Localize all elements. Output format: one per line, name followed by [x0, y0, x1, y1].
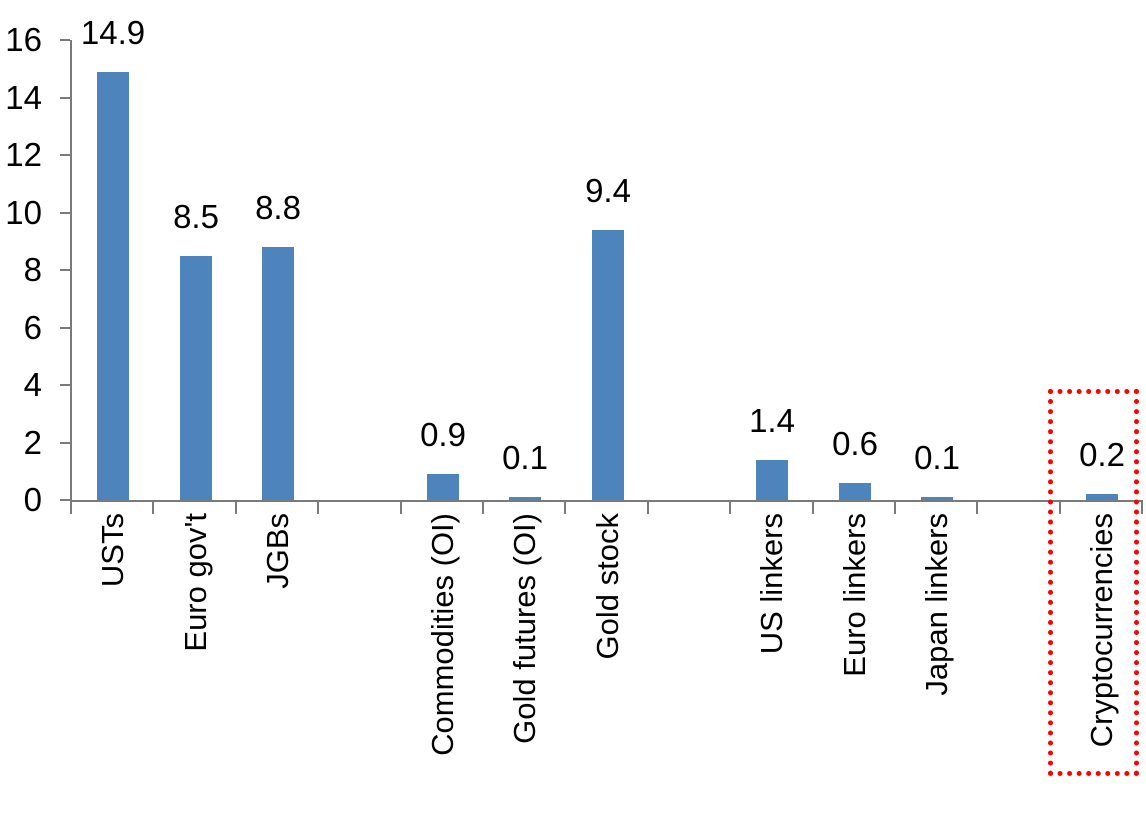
- y-axis-tick-label: 0: [23, 481, 42, 518]
- x-axis-tick: [70, 500, 72, 514]
- bar: [839, 483, 871, 500]
- bar-chart: 0 2 4 6 8 10 12 14 16 14.9 8.5 8.8 0.9 0.1 9.4 1.4 0.6 0…: [5, 14, 1144, 776]
- y-axis-tick-label: 2: [23, 423, 42, 461]
- y-axis-tick-label: 6: [23, 308, 42, 346]
- category-label: Gold futures (OI): [507, 513, 542, 744]
- bar-value-label: 0.9: [420, 416, 466, 453]
- x-axis-tick: [1058, 500, 1061, 514]
- category-label: Commodities (OI): [425, 513, 460, 756]
- x-axis-tick: [317, 500, 320, 514]
- bar: [97, 72, 129, 500]
- category-label: US linkers: [754, 513, 789, 655]
- y-axis-tick: [60, 384, 70, 386]
- bar-value-label: 0.1: [914, 439, 960, 476]
- x-axis-tick: [811, 500, 814, 514]
- y-axis-tick: [60, 96, 70, 99]
- y-axis-tick: [60, 154, 70, 156]
- bar: [427, 474, 459, 500]
- bar-value-label: 9.4: [585, 172, 631, 209]
- category-label: Euro gov't: [178, 513, 213, 652]
- bar: [180, 256, 212, 500]
- x-axis-line: [70, 500, 1144, 502]
- y-axis-tick-label: 16: [5, 21, 42, 58]
- x-axis-tick: [894, 500, 896, 514]
- y-axis-tick-label: 12: [5, 136, 42, 173]
- y-axis-tick-label: 10: [5, 193, 42, 231]
- y-axis-tick: [60, 39, 70, 41]
- bar: [592, 230, 624, 500]
- bar-value-label: 8.8: [255, 189, 301, 226]
- bar-value-label: 0.6: [832, 425, 878, 462]
- bar: [509, 497, 541, 500]
- bar-value-label: 8.5: [173, 198, 219, 235]
- bar: [262, 247, 294, 500]
- category-label: USTs: [95, 513, 130, 588]
- x-axis-tick: [729, 500, 732, 514]
- x-axis-tick: [976, 500, 979, 514]
- x-axis-tick: [1141, 500, 1144, 514]
- bar-value-label: 0.2: [1079, 436, 1125, 473]
- y-axis-tick-label: 4: [23, 366, 42, 403]
- bar-value-label: 1.4: [749, 402, 795, 439]
- y-axis-line: [70, 40, 72, 514]
- x-axis-tick: [152, 500, 155, 514]
- y-axis-tick-label: 8: [23, 251, 42, 288]
- bar: [756, 460, 788, 500]
- category-label: Gold stock: [590, 513, 625, 660]
- bar-value-label: 14.9: [80, 14, 146, 51]
- x-axis-tick: [234, 500, 237, 514]
- x-axis-tick: [482, 500, 484, 514]
- y-axis-tick: [60, 269, 70, 271]
- x-axis-tick: [564, 500, 567, 514]
- category-label: JGBs: [260, 513, 295, 589]
- highlight-box: [1048, 389, 1139, 776]
- x-axis-tick: [399, 500, 402, 514]
- category-label: Japan linkers: [919, 513, 954, 696]
- bar: [921, 497, 953, 500]
- y-axis-tick-label: 14: [5, 78, 42, 116]
- y-axis-tick: [60, 326, 70, 329]
- y-axis-tick: [60, 499, 70, 501]
- y-axis-tick: [60, 211, 70, 214]
- bar-value-label: 0.1: [502, 439, 548, 476]
- x-axis-tick: [646, 500, 649, 514]
- category-label: Euro linkers: [837, 513, 872, 677]
- bar: [1086, 494, 1118, 500]
- y-axis-tick: [60, 441, 70, 444]
